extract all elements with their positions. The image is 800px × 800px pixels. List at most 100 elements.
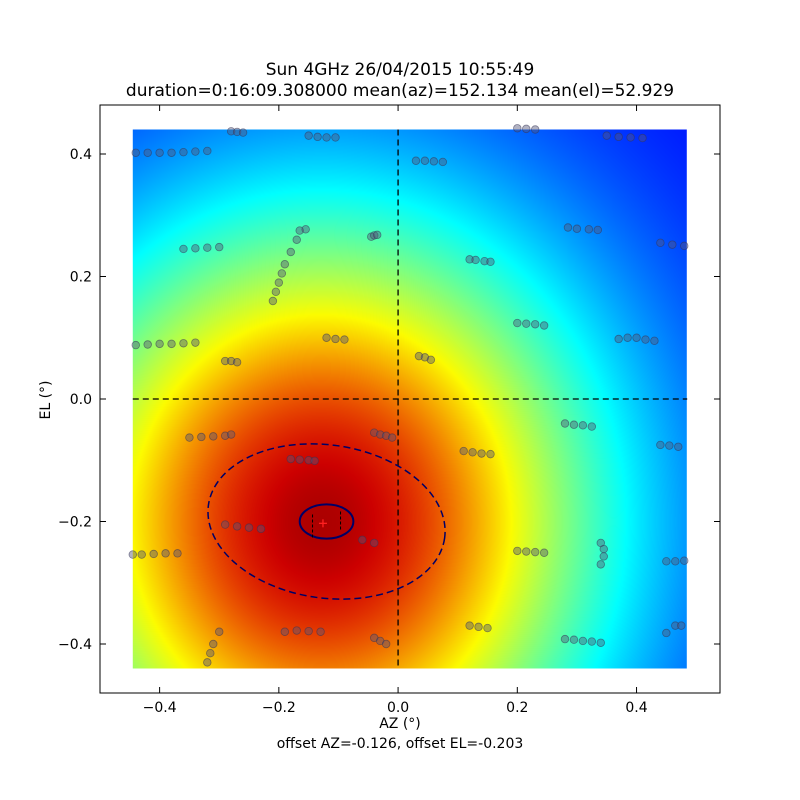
sample-point	[680, 241, 689, 251]
sample-point	[220, 356, 230, 366]
sample-point	[587, 422, 597, 431]
sample-track	[513, 318, 549, 330]
sample-point	[632, 333, 641, 342]
sample-point	[149, 549, 158, 559]
sample-point	[593, 225, 602, 235]
sample-points	[128, 124, 689, 667]
sample-point	[301, 225, 310, 234]
axis-ticks: −0.4 −0.2 0.0 0.2 0.4 −0.4 −0.2 0.0 0.2 0.4	[58, 105, 720, 716]
sample-track	[370, 633, 391, 649]
sample-point	[155, 148, 164, 157]
sample-point	[280, 260, 290, 269]
sample-point	[232, 127, 242, 137]
sample-point	[238, 128, 248, 137]
sample-point	[572, 224, 582, 233]
sample-track	[220, 356, 242, 367]
sample-point	[373, 230, 382, 240]
sample-point	[626, 133, 635, 142]
sample-point	[209, 639, 218, 649]
sample-track	[226, 127, 248, 137]
sample-point	[304, 456, 313, 465]
sample-point	[578, 636, 588, 646]
sample-point	[465, 255, 474, 264]
sample-point	[584, 225, 594, 234]
sample-point	[226, 127, 236, 136]
sample-point	[563, 223, 573, 232]
sample-point	[155, 339, 164, 349]
sample-point	[331, 334, 340, 344]
sample-point	[226, 430, 236, 439]
sample-point	[277, 269, 287, 278]
sample-point	[232, 522, 242, 531]
sample-point	[274, 278, 284, 287]
sample-point	[599, 552, 608, 561]
sample-point	[143, 340, 152, 349]
sample-point	[167, 339, 176, 349]
sample-point	[662, 557, 671, 566]
sample-point	[322, 333, 331, 342]
sample-track	[268, 225, 310, 306]
sample-point	[185, 433, 194, 442]
x-tick-label: −0.4	[143, 700, 177, 716]
sample-point	[513, 124, 522, 133]
sample-track	[459, 446, 495, 459]
sample-point	[671, 621, 680, 630]
sample-point	[614, 334, 623, 344]
sample-point	[671, 557, 680, 566]
sample-point	[128, 550, 137, 559]
chart-subtitle: duration=0:16:09.308000 mean(az)=152.134…	[125, 81, 675, 101]
sample-point	[203, 243, 212, 252]
sample-point	[209, 432, 218, 441]
sample-point	[244, 523, 254, 532]
sample-point	[197, 432, 206, 442]
sample-point	[313, 132, 322, 142]
sample-point	[429, 157, 439, 166]
overlays	[132, 129, 688, 669]
sample-track	[185, 430, 236, 442]
sample-point	[569, 420, 579, 429]
x-tick-label: 0.2	[506, 700, 528, 716]
sample-point	[191, 338, 200, 347]
sample-point	[143, 148, 152, 157]
sample-point	[438, 157, 447, 167]
error-bracket	[312, 511, 342, 538]
sample-point	[268, 296, 278, 306]
sample-point	[656, 440, 665, 450]
sample-point	[271, 287, 281, 297]
sample-track	[367, 230, 382, 241]
sample-point	[596, 638, 605, 647]
sample-point	[665, 441, 674, 450]
sample-point	[599, 544, 608, 554]
sample-point	[459, 446, 468, 456]
sample-point	[304, 131, 313, 140]
sample-point	[522, 124, 531, 134]
sample-track	[662, 621, 686, 638]
sample-point	[513, 318, 522, 328]
sample-track	[358, 535, 379, 548]
sample-point	[560, 634, 570, 644]
sample-track	[414, 351, 436, 364]
sample-point	[292, 235, 301, 244]
sample-point	[539, 548, 549, 557]
sample-point	[203, 146, 212, 156]
sample-point	[179, 339, 188, 348]
sample-point	[596, 560, 605, 569]
sample-point	[662, 628, 671, 638]
sample-point	[530, 320, 540, 329]
sample-point	[480, 256, 489, 266]
sample-point	[471, 255, 480, 265]
sample-track	[656, 238, 689, 251]
sample-track	[596, 538, 608, 569]
sample-point	[465, 621, 474, 630]
sample-track	[465, 255, 495, 266]
sample-point	[602, 131, 611, 140]
offset-marker	[318, 519, 327, 528]
x-tick-label: 0.0	[387, 700, 409, 716]
sample-point	[486, 257, 495, 266]
sample-track	[220, 520, 266, 534]
sample-point	[420, 156, 430, 165]
sample-point	[191, 244, 200, 253]
sample-point	[638, 133, 647, 143]
y-tick-label: −0.2	[58, 515, 92, 531]
